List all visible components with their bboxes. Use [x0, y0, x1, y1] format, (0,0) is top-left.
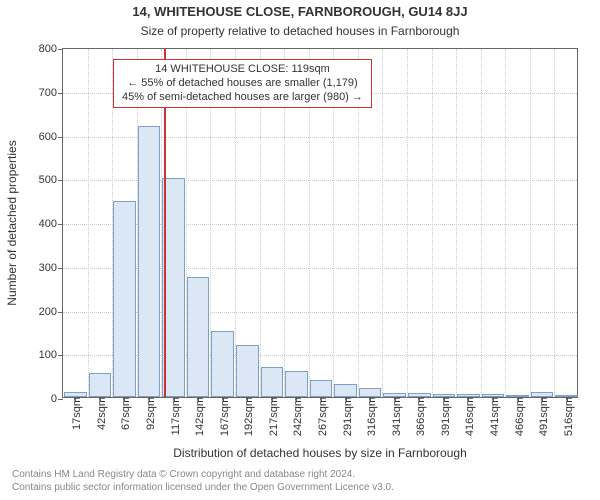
x-tick-label: 491sqm — [534, 397, 550, 436]
x-tick-label: 17sqm — [67, 397, 83, 430]
footer-attribution: Contains HM Land Registry data © Crown c… — [12, 468, 394, 494]
y-tick-label: 100 — [39, 349, 63, 361]
bar — [138, 126, 161, 397]
x-tick-label: 291sqm — [338, 397, 354, 436]
bar — [310, 380, 333, 398]
x-axis-title: Distribution of detached houses by size … — [62, 446, 578, 460]
grid-line-v — [505, 49, 506, 397]
bar — [457, 394, 480, 397]
chart-container: 14, WHITEHOUSE CLOSE, FARNBOROUGH, GU14 … — [0, 0, 600, 500]
grid-line-v — [481, 49, 482, 397]
grid-line-v — [432, 49, 433, 397]
bar — [211, 331, 234, 397]
bar — [383, 393, 406, 397]
bar — [359, 388, 382, 397]
x-tick-label: 516sqm — [559, 397, 575, 436]
y-tick-label: 200 — [39, 306, 63, 318]
x-tick-label: 42sqm — [92, 397, 108, 430]
chart-title: 14, WHITEHOUSE CLOSE, FARNBOROUGH, GU14 … — [0, 4, 600, 19]
x-tick-label: 466sqm — [510, 397, 526, 436]
bar — [113, 201, 136, 397]
bar — [531, 392, 554, 397]
annotation-line: 45% of semi-detached houses are larger (… — [122, 91, 363, 105]
x-tick-label: 217sqm — [264, 397, 280, 436]
y-axis-title: Number of detached properties — [5, 48, 19, 398]
bar — [64, 392, 87, 397]
bar — [433, 394, 456, 398]
x-tick-label: 117sqm — [166, 397, 182, 435]
bar — [408, 393, 431, 397]
bar — [187, 277, 210, 397]
bar — [236, 345, 259, 397]
grid-line-v — [88, 49, 89, 397]
grid-line-v — [554, 49, 555, 397]
bar — [555, 395, 578, 397]
footer-line-2: Contains public sector information licen… — [12, 481, 394, 494]
y-tick-label: 800 — [39, 43, 63, 55]
chart-subtitle: Size of property relative to detached ho… — [0, 24, 600, 38]
x-tick-label: 441sqm — [485, 397, 501, 436]
y-tick-label: 400 — [39, 218, 63, 230]
bar — [482, 394, 505, 397]
x-tick-label: 192sqm — [239, 397, 255, 436]
x-tick-label: 92sqm — [141, 397, 157, 430]
y-tick-label: 500 — [39, 174, 63, 186]
y-tick-label: 700 — [39, 87, 63, 99]
x-tick-label: 142sqm — [190, 397, 206, 436]
x-tick-label: 316sqm — [362, 397, 378, 436]
x-tick-label: 167sqm — [215, 397, 231, 436]
x-tick-label: 242sqm — [288, 397, 304, 436]
plot-area: 010020030040050060070080017sqm42sqm67sqm… — [62, 48, 578, 398]
footer-line-1: Contains HM Land Registry data © Crown c… — [12, 468, 394, 481]
y-tick-label: 0 — [51, 393, 63, 405]
x-tick-label: 341sqm — [387, 397, 403, 436]
x-tick-label: 416sqm — [460, 397, 476, 436]
bar — [334, 384, 357, 397]
annotation-box: 14 WHITEHOUSE CLOSE: 119sqm← 55% of deta… — [113, 59, 372, 108]
y-tick-label: 300 — [39, 262, 63, 274]
bar — [506, 395, 529, 397]
bar — [261, 367, 284, 397]
bar — [285, 371, 308, 397]
grid-line-v — [407, 49, 408, 397]
x-tick-label: 67sqm — [116, 397, 132, 430]
grid-line-v — [456, 49, 457, 397]
grid-line-v — [382, 49, 383, 397]
bar — [89, 373, 112, 397]
annotation-line: ← 55% of detached houses are smaller (1,… — [122, 77, 363, 91]
grid-line-v — [530, 49, 531, 397]
x-tick-label: 267sqm — [313, 397, 329, 436]
annotation-line: 14 WHITEHOUSE CLOSE: 119sqm — [122, 63, 363, 77]
x-tick-label: 391sqm — [436, 397, 452, 436]
x-tick-label: 366sqm — [411, 397, 427, 436]
y-tick-label: 600 — [39, 131, 63, 143]
